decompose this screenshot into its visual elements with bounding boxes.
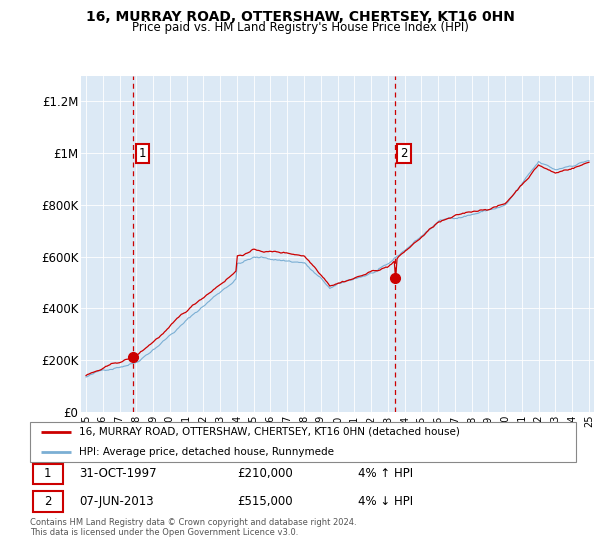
Text: 1: 1 [139,147,146,160]
Text: 4% ↑ HPI: 4% ↑ HPI [358,468,413,480]
FancyBboxPatch shape [33,464,63,484]
Text: 2: 2 [400,147,407,160]
Text: 4% ↓ HPI: 4% ↓ HPI [358,495,413,508]
Text: £210,000: £210,000 [238,468,293,480]
Text: 31-OCT-1997: 31-OCT-1997 [79,468,157,480]
Text: 16, MURRAY ROAD, OTTERSHAW, CHERTSEY, KT16 0HN (detached house): 16, MURRAY ROAD, OTTERSHAW, CHERTSEY, KT… [79,427,460,437]
Text: 2: 2 [44,495,52,508]
Text: 1: 1 [44,468,52,480]
FancyBboxPatch shape [33,491,63,512]
FancyBboxPatch shape [30,422,576,462]
Text: Price paid vs. HM Land Registry's House Price Index (HPI): Price paid vs. HM Land Registry's House … [131,21,469,34]
Text: HPI: Average price, detached house, Runnymede: HPI: Average price, detached house, Runn… [79,447,334,457]
Text: £515,000: £515,000 [238,495,293,508]
Text: Contains HM Land Registry data © Crown copyright and database right 2024.
This d: Contains HM Land Registry data © Crown c… [30,518,356,538]
Text: 07-JUN-2013: 07-JUN-2013 [79,495,154,508]
Text: 16, MURRAY ROAD, OTTERSHAW, CHERTSEY, KT16 0HN: 16, MURRAY ROAD, OTTERSHAW, CHERTSEY, KT… [86,10,514,24]
